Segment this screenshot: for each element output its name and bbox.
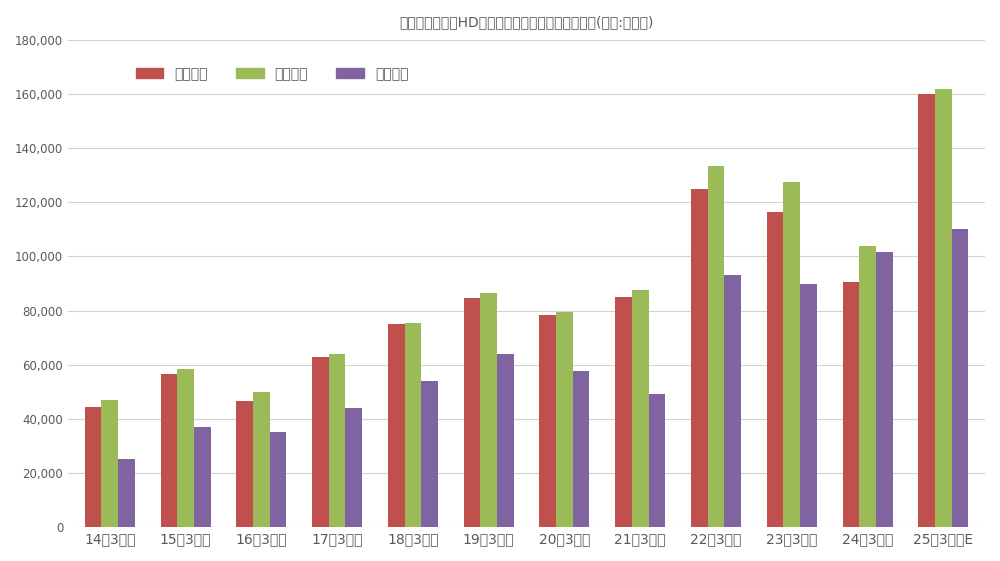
Bar bbox=[615, 297, 632, 527]
Bar bbox=[85, 407, 101, 527]
Bar bbox=[649, 394, 665, 527]
Bar bbox=[253, 392, 270, 527]
Bar bbox=[876, 252, 893, 527]
Bar bbox=[724, 275, 741, 527]
Bar bbox=[118, 459, 135, 527]
Bar bbox=[918, 94, 935, 527]
Bar bbox=[573, 371, 589, 527]
Bar bbox=[800, 283, 817, 527]
Bar bbox=[101, 400, 118, 527]
Bar bbox=[270, 433, 286, 527]
Bar bbox=[236, 401, 253, 527]
Bar bbox=[708, 165, 724, 527]
Bar bbox=[935, 89, 952, 527]
Bar bbox=[480, 293, 497, 527]
Title: バンダイナムコHDの営業・経常・最終利益の推移(単位:百万円): バンダイナムコHDの営業・経常・最終利益の推移(単位:百万円) bbox=[399, 15, 654, 29]
Bar bbox=[767, 212, 783, 527]
Bar bbox=[632, 290, 649, 527]
Bar bbox=[539, 315, 556, 527]
Bar bbox=[161, 374, 177, 527]
Legend: 営業利益, 経常利益, 最終利益: 営業利益, 経常利益, 最終利益 bbox=[130, 62, 414, 86]
Bar bbox=[497, 354, 514, 527]
Bar bbox=[421, 381, 438, 527]
Bar bbox=[194, 427, 211, 527]
Bar bbox=[388, 324, 405, 527]
Bar bbox=[556, 312, 573, 527]
Bar bbox=[312, 357, 329, 527]
Bar bbox=[783, 182, 800, 527]
Bar bbox=[177, 369, 194, 527]
Bar bbox=[859, 246, 876, 527]
Bar bbox=[405, 323, 421, 527]
Bar bbox=[329, 354, 345, 527]
Bar bbox=[345, 408, 362, 527]
Bar bbox=[691, 188, 708, 527]
Bar bbox=[843, 282, 859, 527]
Bar bbox=[464, 298, 480, 527]
Bar bbox=[952, 229, 968, 527]
